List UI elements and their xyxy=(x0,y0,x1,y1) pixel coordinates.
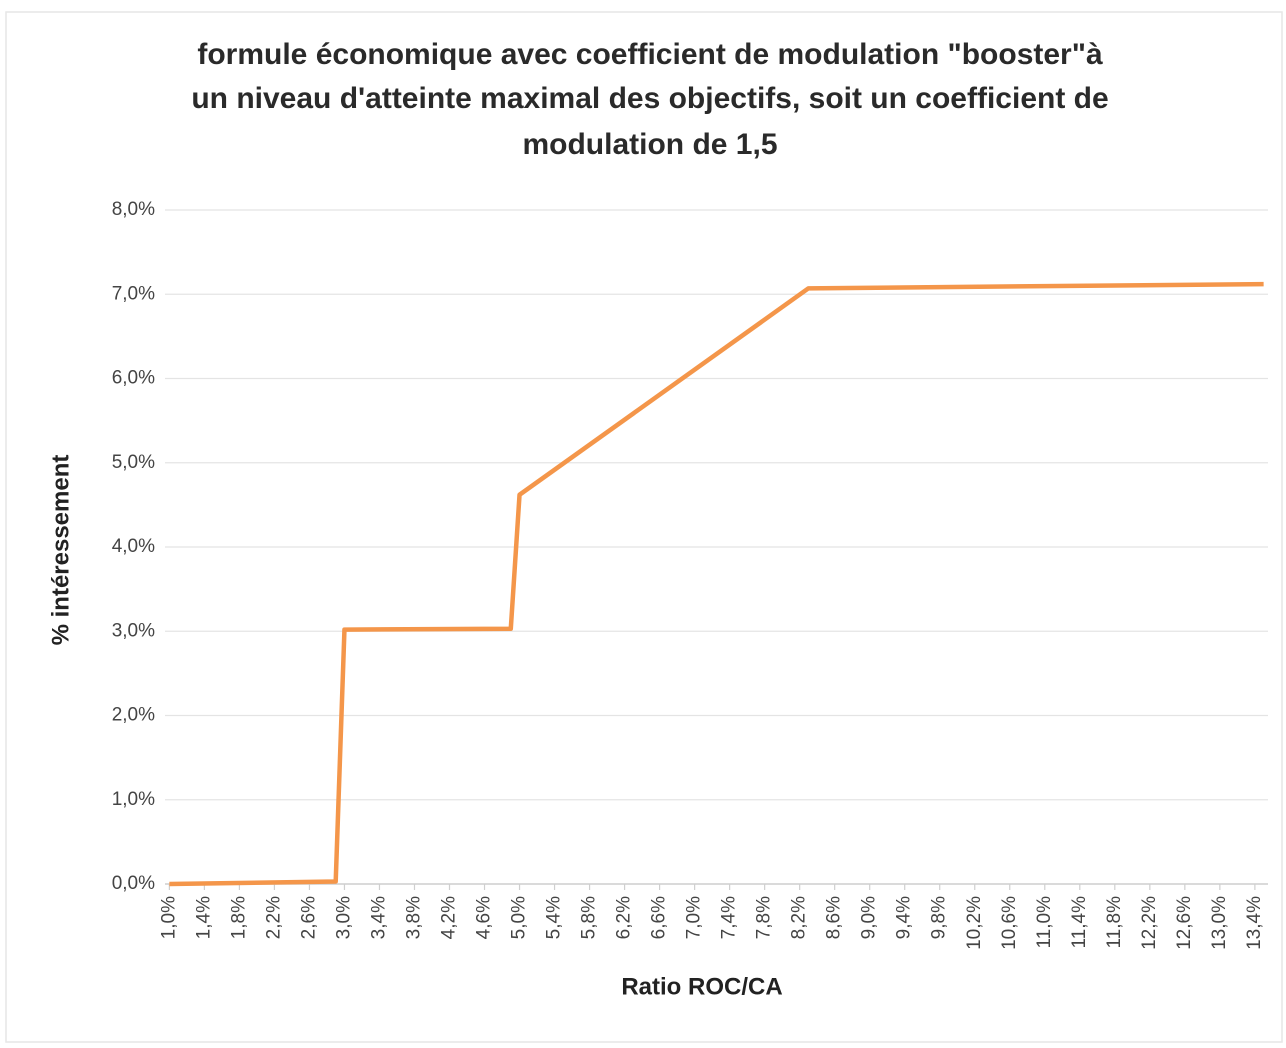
x-tick-label: 9,4% xyxy=(894,896,915,939)
x-tick-label: 7,0% xyxy=(684,896,705,939)
x-tick-label: 11,4% xyxy=(1069,896,1090,949)
y-axis-title: % intéressement xyxy=(47,455,74,646)
x-tick-label: 10,6% xyxy=(999,896,1020,950)
x-tick-label: 6,2% xyxy=(614,896,635,939)
x-tick-label: 1,4% xyxy=(193,896,214,939)
y-tick-label: 2,0% xyxy=(112,705,155,726)
x-tick-label: 5,4% xyxy=(544,896,565,939)
x-tick-label: 5,8% xyxy=(579,896,600,939)
y-tick-label: 8,0% xyxy=(112,199,155,220)
x-tick-label: 13,4% xyxy=(1244,896,1265,950)
y-tick-label: 1,0% xyxy=(112,789,155,810)
data-line xyxy=(169,281,1264,887)
x-tick-label: 12,2% xyxy=(1139,896,1160,950)
x-tick-label: 1,8% xyxy=(228,896,249,939)
x-tick-label: 2,2% xyxy=(263,896,284,939)
x-tick-label: 5,0% xyxy=(509,896,530,939)
x-tick-label: 7,4% xyxy=(719,896,740,939)
chart-frame xyxy=(5,11,1283,1043)
x-tick-label: 8,6% xyxy=(824,896,845,939)
x-tick-label: 11,0% xyxy=(1034,896,1055,949)
x-axis-title: Ratio ROC/CA xyxy=(621,973,782,1000)
x-tick-label: 11,8% xyxy=(1104,896,1125,949)
y-tick-label: 0,0% xyxy=(112,873,155,894)
x-tick-label: 8,2% xyxy=(789,896,810,939)
x-tick-label: 12,6% xyxy=(1174,896,1195,950)
x-tick-label: 4,6% xyxy=(474,896,495,939)
x-tick-label: 4,2% xyxy=(439,896,460,939)
chart-title-line: formule économique avec coefficient de m… xyxy=(197,38,1103,71)
chart-title-line: modulation de 1,5 xyxy=(522,128,777,161)
x-tick-label: 2,6% xyxy=(298,896,319,939)
x-tick-label: 9,0% xyxy=(859,896,880,939)
y-tick-label: 6,0% xyxy=(112,368,155,389)
x-tick-label: 10,2% xyxy=(964,896,985,950)
x-tick-label: 7,8% xyxy=(754,896,775,939)
x-tick-label: 13,0% xyxy=(1209,896,1230,950)
x-tick-label: 3,8% xyxy=(404,896,425,939)
x-tick-label: 6,6% xyxy=(649,896,670,939)
y-tick-label: 7,0% xyxy=(112,283,155,304)
y-tick-label: 4,0% xyxy=(112,536,155,557)
chart-title-line: un niveau d'atteinte maximal des objecti… xyxy=(191,82,1108,115)
x-tick-label: 3,0% xyxy=(333,896,354,939)
y-tick-label: 3,0% xyxy=(112,620,155,641)
x-tick-label: 1,0% xyxy=(158,896,179,939)
x-tick-label: 9,8% xyxy=(929,896,950,939)
x-tick-label: 3,4% xyxy=(368,896,389,939)
y-tick-label: 5,0% xyxy=(112,452,155,473)
